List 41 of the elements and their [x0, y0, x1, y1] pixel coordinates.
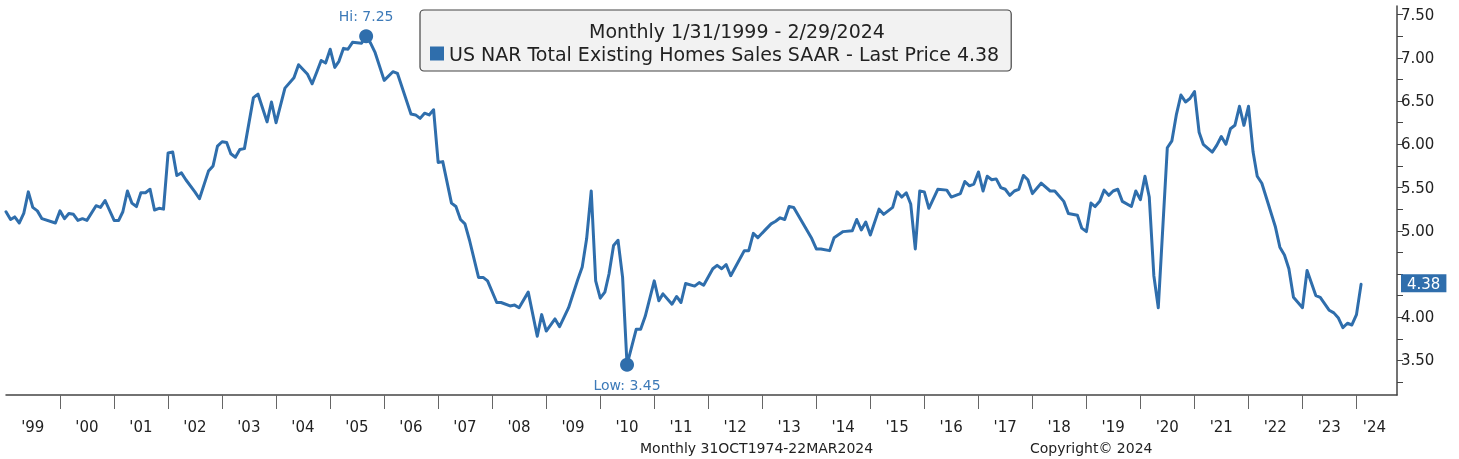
legend-label: US NAR Total Existing Homes Sales SAAR - Last Price 4.38: [449, 42, 1000, 65]
y-tick-label: 5.00: [1401, 221, 1435, 240]
y-tick-label: 6.50: [1401, 92, 1435, 111]
x-tick-label: '11: [669, 417, 693, 436]
y-tick-label: 4.00: [1401, 308, 1435, 327]
x-tick-label: '14: [831, 417, 855, 436]
text: 4.38: [1407, 274, 1441, 293]
x-tick-label: '16: [939, 417, 963, 436]
x-tick-label: '21: [1209, 417, 1233, 436]
x-tick-label: '20: [1155, 417, 1179, 436]
y-tick-label: 5.50: [1401, 178, 1435, 197]
annotation: Low: 3.45: [593, 376, 661, 393]
x-tick-label: '01: [129, 417, 153, 436]
x-tick-label: '06: [399, 417, 423, 436]
y-tick-label: 7.50: [1401, 5, 1435, 24]
text: Copyright© 2024: [1030, 440, 1153, 456]
x-tick-label: '13: [777, 417, 801, 436]
x-tick-label: '15: [885, 417, 909, 436]
x-tick-label: '04: [291, 417, 315, 436]
text: Monthly 1/31/1999 - 2/29/2024: [589, 19, 885, 42]
x-tick-label: '17: [993, 417, 1017, 436]
x-tick-label: '12: [723, 417, 747, 436]
x-tick-label: '24: [1362, 417, 1386, 436]
x-tick-label: '10: [615, 417, 639, 436]
x-tick-label: '99: [21, 417, 45, 436]
x-tick-label: '23: [1317, 417, 1341, 436]
y-tick-label: 6.00: [1401, 135, 1435, 154]
y-tick-label: 3.50: [1401, 351, 1435, 370]
x-tick-label: '00: [75, 417, 99, 436]
text: Monthly 31OCT1974-22MAR2024: [640, 440, 874, 456]
x-tick-label: '05: [345, 417, 369, 436]
x-tick-label: '19: [1101, 417, 1125, 436]
x-tick-label: '07: [453, 417, 477, 436]
annotation: Hi: 7.25: [338, 8, 394, 25]
x-tick-label: '03: [237, 417, 261, 436]
x-tick-label: '22: [1263, 417, 1287, 436]
x-tick-label: '09: [561, 417, 585, 436]
y-tick-label: 7.00: [1401, 48, 1435, 67]
x-tick-label: '08: [507, 417, 531, 436]
x-tick-label: '18: [1047, 417, 1071, 436]
x-tick-label: '02: [183, 417, 207, 436]
